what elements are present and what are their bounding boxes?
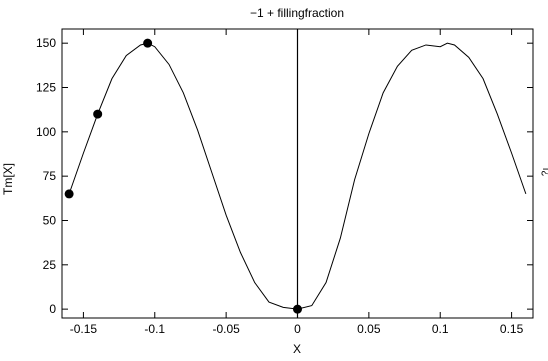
x-tick-label: 0.1 (432, 322, 449, 336)
x-tick-label: -0.1 (144, 322, 165, 336)
data-point (143, 38, 153, 48)
x-tick-label: -0.15 (70, 322, 98, 336)
y-tick-label: 100 (36, 125, 56, 139)
chart-title: −1 + fillingfraction (250, 6, 344, 20)
x-tick-label: 0 (294, 322, 301, 336)
data-point (293, 304, 302, 314)
y-tick-label: 150 (36, 36, 56, 50)
y-tick-label: 125 (36, 81, 56, 95)
x-tick-label: -0.05 (212, 322, 240, 336)
y-tick-label: 75 (43, 169, 57, 183)
data-point (93, 109, 103, 119)
y-tick-label: 0 (49, 302, 56, 316)
x-axis-label: X (293, 342, 301, 356)
data-point (64, 189, 74, 199)
x-tick-label: 0.15 (500, 322, 524, 336)
x-tick-label: 0.05 (357, 322, 381, 336)
y-tick-label: 50 (43, 213, 57, 227)
y-axis-label: Tm[X] (1, 163, 15, 195)
side-label: î¿ (540, 167, 548, 177)
y-tick-label: 25 (43, 258, 57, 272)
